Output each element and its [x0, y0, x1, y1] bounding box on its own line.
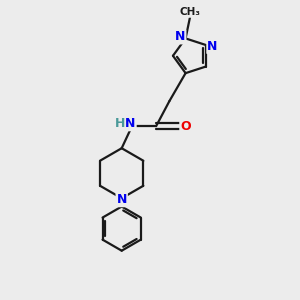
Text: N: N	[175, 30, 185, 44]
Text: H: H	[114, 117, 125, 130]
Text: N: N	[116, 193, 127, 206]
Text: N: N	[207, 40, 218, 53]
Text: N: N	[125, 117, 136, 130]
Text: CH₃: CH₃	[179, 7, 200, 17]
Text: O: O	[180, 120, 191, 133]
